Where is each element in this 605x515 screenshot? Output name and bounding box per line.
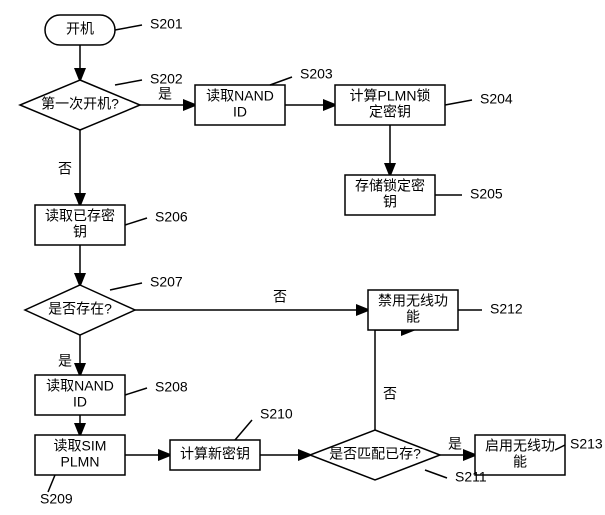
read_nand1: 读取NANDID [195, 85, 285, 125]
svg-text:ID: ID [73, 394, 87, 410]
svg-text:定密钥: 定密钥 [369, 104, 411, 120]
leader-s207 [110, 283, 142, 290]
leader-s211 [425, 470, 447, 478]
edge-label-no2: 否 [273, 289, 287, 305]
svg-text:钥: 钥 [73, 224, 87, 240]
edge-label-no1: 否 [58, 161, 72, 177]
step-label-s201: S201 [150, 16, 183, 32]
svg-text:禁用无线功: 禁用无线功 [378, 293, 448, 309]
svg-text:读取NAND: 读取NAND [206, 88, 274, 104]
leader-s210 [235, 420, 252, 440]
q_match: 是否匹配已存? [310, 430, 440, 480]
leader-s204 [445, 100, 472, 105]
svg-text:读取SIM: 读取SIM [54, 438, 107, 454]
svg-text:是否匹配已存?: 是否匹配已存? [329, 446, 421, 462]
edge-label-yes3: 是 [448, 436, 462, 452]
leader-s208 [125, 388, 147, 395]
read_nand2: 读取NANDID [35, 375, 125, 415]
leader-s202 [115, 80, 142, 85]
q_first: 第一次开机? [20, 80, 140, 130]
edge-label-no3: 否 [383, 386, 397, 402]
step-label-s203: S203 [300, 66, 333, 82]
edge-label-yes2: 是 [58, 353, 72, 369]
svg-text:读取NAND: 读取NAND [46, 378, 114, 394]
step-label-s207: S207 [150, 274, 183, 290]
enable: 启用无线功能 [475, 435, 565, 475]
read_exist: 读取已存密钥 [35, 205, 125, 245]
step-label-s209: S209 [40, 491, 73, 507]
step-label-s206: S206 [155, 209, 188, 225]
svg-text:第一次开机?: 第一次开机? [41, 96, 119, 112]
start: 开机 [45, 15, 115, 45]
svg-text:计算PLMN锁: 计算PLMN锁 [350, 88, 431, 104]
svg-text:启用无线功: 启用无线功 [485, 438, 555, 454]
svg-text:存储锁定密: 存储锁定密 [355, 178, 425, 194]
svg-text:PLMN: PLMN [61, 454, 100, 470]
leader-s203 [270, 77, 292, 85]
step-label-s205: S205 [470, 186, 503, 202]
svg-text:是否存在?: 是否存在? [48, 301, 112, 317]
svg-text:能: 能 [513, 454, 527, 470]
svg-text:读取已存密: 读取已存密 [45, 208, 115, 224]
calc_new: 计算新密钥 [170, 440, 260, 470]
leader-s209 [48, 475, 55, 492]
step-label-s210: S210 [260, 406, 293, 422]
edge-label-yes1: 是 [158, 86, 172, 102]
store_key: 存储锁定密钥 [345, 175, 435, 215]
step-label-s208: S208 [155, 379, 188, 395]
svg-text:计算新密钥: 计算新密钥 [180, 446, 250, 462]
step-label-s212: S212 [490, 301, 523, 317]
read_sim: 读取SIMPLMN [35, 435, 125, 475]
disable: 禁用无线功能 [368, 290, 458, 330]
step-label-s211: S211 [455, 469, 487, 485]
svg-text:ID: ID [233, 104, 247, 120]
edge [375, 330, 413, 430]
q_exist: 是否存在? [25, 285, 135, 335]
leader-s201 [115, 25, 142, 30]
leader-s206 [125, 218, 147, 225]
step-label-s204: S204 [480, 91, 513, 107]
step-label-s213: S213 [570, 436, 603, 452]
calc_plmn: 计算PLMN锁定密钥 [335, 85, 445, 125]
svg-text:能: 能 [406, 309, 420, 325]
step-label-s202: S202 [150, 71, 183, 87]
svg-text:钥: 钥 [383, 194, 397, 210]
svg-text:开机: 开机 [66, 21, 94, 37]
